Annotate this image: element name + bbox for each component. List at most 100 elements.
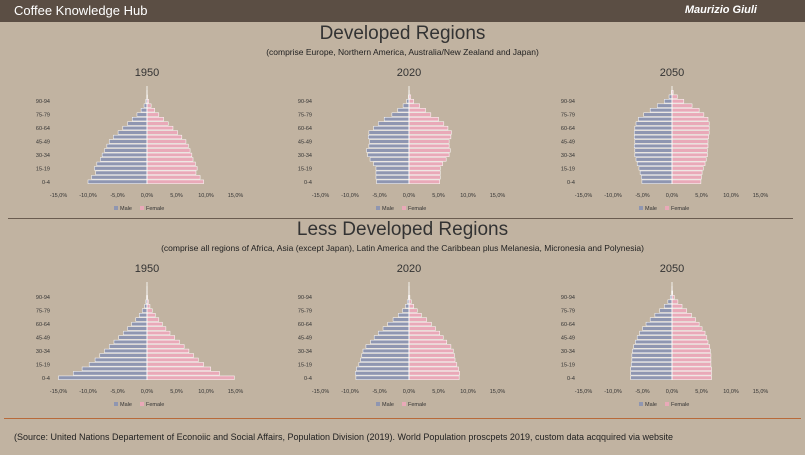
bar-female-75-79 (146, 308, 153, 313)
bar-female-60-64 (671, 125, 710, 131)
bar-female-75-79 (146, 112, 160, 117)
legend-label-male: Male (645, 402, 657, 408)
bar-female-60-64 (146, 125, 174, 131)
bar-male-15-19 (375, 166, 410, 171)
y-tick-label: 60-64 (298, 322, 312, 328)
x-tick-label: 0,0% (141, 389, 154, 395)
bar-female-95-99 (671, 94, 678, 99)
bar-female-75-79 (671, 308, 687, 313)
legend-label-male: Male (382, 402, 394, 408)
bar-female-85-89 (146, 103, 152, 108)
bar-female-75-79 (408, 308, 418, 313)
bar-female-5-9 (671, 371, 712, 376)
bar-male-65-69 (635, 121, 673, 126)
bar-female-70-74 (671, 313, 692, 318)
bar-female-60-64 (408, 125, 449, 131)
bar-male-15-19 (358, 362, 410, 367)
bar-male-30-34 (367, 152, 410, 157)
y-tick-label: 75-79 (36, 113, 50, 119)
bar-male-5-9 (630, 371, 673, 376)
bar-female-80-84 (146, 304, 151, 309)
bar-female-35-39 (146, 148, 191, 153)
bar-female-70-74 (671, 117, 709, 122)
bar-male-0-4 (641, 179, 673, 184)
bar-male-15-19 (638, 166, 673, 171)
bar-female-10-14 (671, 366, 712, 371)
bar-male-70-74 (638, 117, 673, 122)
bar-female-85-89 (671, 299, 679, 304)
chart-less-developed-1950: 1950 0-4 15-19 30-34 45-49 60-64 75-79 90-94 -15… (36, 263, 243, 408)
y-tick-label: 15-19 (561, 166, 575, 172)
x-tick-label: -15,0% (50, 389, 68, 395)
bar-male-55-59 (127, 326, 148, 331)
bar-male-5-9 (91, 175, 148, 180)
bar-male-65-69 (649, 317, 673, 322)
bar-female-5-9 (408, 371, 460, 376)
bar-male-55-59 (368, 130, 410, 135)
y-tick-label: 75-79 (36, 309, 50, 315)
legend-label-female: Female (146, 206, 164, 212)
bar-female-35-39 (146, 344, 185, 349)
bar-female-10-14 (408, 170, 441, 175)
x-tick-label: 15,0% (753, 389, 769, 395)
chart-developed-1950: 1950 0-4 15-19 30-34 45-49 60-64 75-79 90-94 -15… (36, 67, 243, 212)
bar-female-65-69 (408, 121, 445, 126)
bar-male-10-14 (81, 366, 148, 371)
y-tick-label: 45-49 (298, 335, 312, 341)
bar-female-25-29 (671, 157, 707, 162)
bar-female-50-54 (408, 330, 440, 336)
bar-male-50-54 (123, 330, 148, 336)
bar-male-60-64 (122, 125, 148, 131)
bar-female-25-29 (408, 353, 455, 358)
bar-female-85-89 (671, 103, 693, 108)
bar-female-25-29 (671, 353, 712, 358)
bar-female-55-59 (408, 130, 452, 135)
y-tick-label: 15-19 (36, 166, 50, 172)
x-tick-label: 15,0% (753, 193, 769, 199)
bar-female-15-19 (146, 166, 198, 171)
legend-label-male: Male (120, 402, 132, 408)
y-tick-label: 45-49 (36, 335, 50, 341)
bar-female-80-84 (671, 108, 700, 113)
bar-female-5-9 (671, 175, 702, 180)
legend-swatch-male (639, 206, 643, 210)
bar-male-70-74 (383, 117, 410, 122)
bar-male-40-44 (368, 143, 410, 149)
bar-male-75-79 (659, 308, 673, 313)
bar-male-10-14 (356, 366, 410, 371)
bar-male-40-44 (113, 339, 148, 345)
x-tick-label: 10,0% (198, 193, 214, 199)
y-tick-label: 60-64 (298, 126, 312, 132)
legend-swatch-male (376, 402, 380, 406)
developed-section-title: Developed Regions (319, 23, 486, 44)
bar-male-70-74 (139, 313, 148, 318)
bar-female-45-49 (671, 139, 709, 144)
chart-title: 2020 (397, 263, 421, 275)
bar-male-25-29 (635, 157, 673, 162)
y-tick-label: 0-4 (567, 180, 575, 186)
bar-female-30-34 (146, 348, 190, 353)
legend-swatch-female (402, 402, 406, 406)
bar-male-25-29 (99, 353, 148, 358)
bar-female-20-24 (146, 161, 196, 166)
bar-female-70-74 (408, 117, 439, 122)
x-tick-label: -5,0% (110, 193, 124, 199)
bar-female-0-4 (671, 179, 702, 184)
bar-female-45-49 (146, 335, 175, 340)
bar-male-30-34 (634, 152, 673, 157)
bar-female-25-29 (146, 157, 194, 162)
x-tick-label: 10,0% (460, 389, 476, 395)
y-tick-label: 90-94 (298, 99, 312, 105)
chart-less-developed-2020: 2020 0-4 15-19 30-34 45-49 60-64 75-79 90-94 -15… (298, 263, 505, 408)
bar-male-40-44 (635, 339, 673, 345)
bar-male-45-49 (634, 139, 673, 144)
bar-female-65-69 (671, 317, 696, 322)
bar-female-80-84 (146, 108, 155, 113)
x-tick-label: 5,0% (170, 389, 183, 395)
y-tick-label: 60-64 (36, 322, 50, 328)
bar-female-5-9 (146, 371, 220, 376)
y-tick-label: 0-4 (42, 180, 50, 186)
bar-female-45-49 (408, 139, 450, 144)
x-tick-label: 15,0% (490, 193, 506, 199)
bar-male-10-14 (639, 170, 673, 175)
